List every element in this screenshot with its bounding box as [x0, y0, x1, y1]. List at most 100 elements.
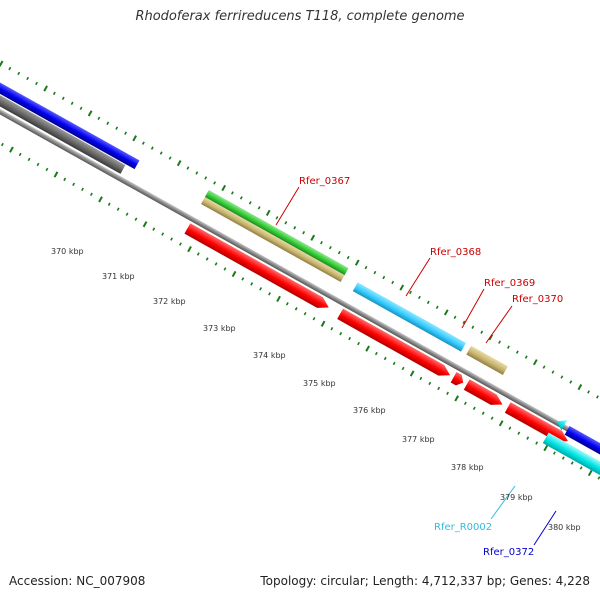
- outer-scale-tick: [302, 231, 306, 235]
- map-title: Rhodoferax ferrireducens T118, complete …: [135, 9, 465, 24]
- gene-teal-arrow[interactable]: [542, 432, 600, 497]
- gene-rfer-0367-arrow[interactable]: [184, 223, 331, 313]
- outer-scale-tick: [488, 334, 494, 341]
- gene-rfer-0368-cyan[interactable]: [352, 282, 466, 352]
- inner-scale-tick: [276, 295, 281, 302]
- inner-scale-tick: [357, 341, 360, 346]
- inner-scale-tick: [268, 292, 271, 296]
- outer-scale-tick: [61, 96, 65, 101]
- inner-scale-tick: [285, 302, 289, 306]
- inner-scale-tick: [320, 320, 326, 327]
- inner-scale-tick: [419, 376, 423, 381]
- outer-scale-tick: [337, 250, 341, 255]
- inner-scale-tick: [312, 317, 316, 321]
- gene-label-rfer-0372[interactable]: Rfer_0372: [483, 547, 534, 558]
- inner-scale-tick: [170, 237, 173, 241]
- outer-scale-tick: [186, 166, 190, 170]
- outer-scale-tick: [320, 240, 323, 245]
- inner-scale-tick: [0, 142, 4, 147]
- gene-label-rfer-0368[interactable]: Rfer_0368: [430, 247, 481, 258]
- outer-scale-ticks: [0, 60, 599, 399]
- inner-scale-tick: [223, 267, 227, 271]
- gene-small-red-arrow[interactable]: [450, 371, 466, 388]
- inner-scale-tick: [9, 146, 14, 153]
- inner-scale-tick: [383, 356, 387, 361]
- inner-scale-tick: [498, 420, 504, 427]
- inner-scale-tick: [27, 157, 31, 162]
- inner-scale-tick: [330, 326, 334, 331]
- gene-rfer-r0002-marker[interactable]: [554, 416, 568, 431]
- inner-scale-tick: [526, 436, 530, 440]
- gene-rfer-0370-arrow[interactable]: [504, 402, 571, 446]
- inner-scale-tick: [481, 411, 485, 415]
- genome-backbone: [0, 63, 600, 459]
- outer-scale-tick: [515, 350, 519, 354]
- outer-scale-tick: [542, 365, 546, 369]
- gene-rfer-0368-arrow[interactable]: [337, 308, 453, 381]
- outer-scale-tick: [213, 181, 217, 185]
- outer-scale-tick: [176, 160, 182, 167]
- inner-scale-tick: [446, 391, 450, 396]
- outer-scale-tick: [364, 265, 368, 270]
- gene-block-blue-outer[interactable]: [0, 43, 140, 170]
- outer-scale-tick: [124, 131, 128, 135]
- outer-scale-tick: [97, 116, 101, 120]
- outer-scale-tick: [52, 91, 56, 96]
- kbp-label-372: 372 kbp: [153, 297, 186, 306]
- outer-scale-tick: [17, 71, 21, 76]
- gene-rfer-0367-green[interactable]: [204, 190, 349, 276]
- outer-scale-tick: [577, 383, 583, 391]
- kbp-label-379: 379 kbp: [500, 493, 533, 502]
- kbp-label-371: 371 kbp: [102, 272, 135, 281]
- inner-scale-tick: [205, 257, 209, 261]
- inner-scale-tick: [214, 262, 218, 266]
- inner-scale-tick: [53, 171, 59, 178]
- outer-scale-tick: [87, 110, 93, 117]
- outer-scale-tick: [480, 330, 484, 334]
- outer-scale-tick: [168, 156, 172, 160]
- inner-scale-tick: [463, 401, 467, 405]
- gene-rfer-0369-khaki[interactable]: [466, 345, 508, 376]
- inner-scale-tick: [152, 227, 156, 231]
- inner-scale-tick: [303, 312, 307, 316]
- gene-label-rfer-0370[interactable]: Rfer_0370: [512, 294, 563, 305]
- gene-rfer-0369-arrow[interactable]: [463, 379, 506, 409]
- kbp-label-370: 370 kbp: [51, 247, 84, 256]
- gene-label-rfer-0369[interactable]: Rfer_0369: [484, 278, 535, 289]
- inner-scale-tick: [490, 416, 494, 420]
- inner-scale-tick: [294, 307, 298, 311]
- inner-scale-tick: [409, 370, 415, 377]
- outer-scale-tick: [596, 395, 599, 399]
- outer-scale-tick: [587, 390, 591, 394]
- kbp-label-373: 373 kbp: [203, 324, 236, 333]
- outer-scale-tick: [195, 171, 199, 175]
- gene-label-rfer-0367[interactable]: Rfer_0367: [299, 176, 350, 187]
- inner-scale-tick: [472, 406, 476, 410]
- gene-rfer-0367-khaki[interactable]: [201, 197, 345, 283]
- inner-scale-tick: [437, 386, 441, 391]
- outer-scale-tick: [141, 141, 145, 145]
- outer-scale-tick: [293, 226, 297, 230]
- outer-scale-tick: [417, 295, 421, 300]
- inner-scale-tick: [561, 456, 565, 460]
- kbp-label-375: 375 kbp: [303, 379, 336, 388]
- inner-scale-tick: [552, 451, 556, 455]
- gene-rfer-0372-arrow[interactable]: [564, 425, 600, 482]
- outer-scale-tick: [569, 380, 573, 384]
- inner-scale-tick: [241, 277, 245, 281]
- inner-scale-tick: [134, 217, 138, 221]
- inner-scale-tick: [374, 351, 378, 356]
- gene-label-rfer-r0002[interactable]: Rfer_R0002: [434, 522, 492, 533]
- inner-scale-tick: [81, 187, 84, 192]
- kbp-label-380: 380 kbp: [548, 523, 581, 532]
- inner-scale-tick: [161, 232, 165, 236]
- outer-scale-tick: [35, 81, 38, 86]
- inner-scale-tick: [107, 202, 111, 206]
- outer-scale-tick: [435, 305, 439, 310]
- gene-block-gray-outer[interactable]: [0, 52, 126, 174]
- inner-scale-tick: [259, 287, 263, 291]
- outer-scale-tick: [399, 284, 405, 291]
- outer-scale-tick: [8, 66, 12, 71]
